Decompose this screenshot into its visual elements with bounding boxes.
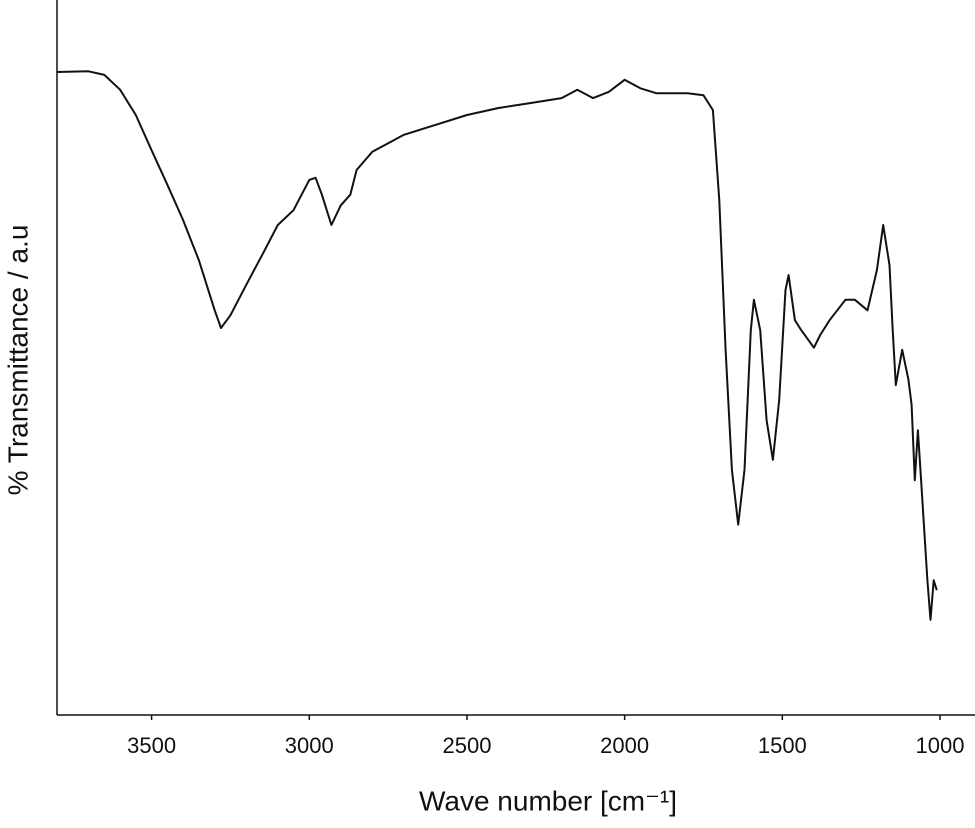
- y-axis-label: % Transmittance / a.u: [2, 225, 33, 496]
- x-tick-label: 2000: [600, 733, 649, 758]
- x-axis-label: Wave number [cm⁻¹]: [419, 785, 677, 816]
- x-tick-label: 3000: [285, 733, 334, 758]
- x-tick-label: 3500: [127, 733, 176, 758]
- x-tick-label: 2500: [442, 733, 491, 758]
- x-tick-label: 1500: [758, 733, 807, 758]
- x-tick-label: 1000: [916, 733, 965, 758]
- spectrum-line: [56, 70, 938, 621]
